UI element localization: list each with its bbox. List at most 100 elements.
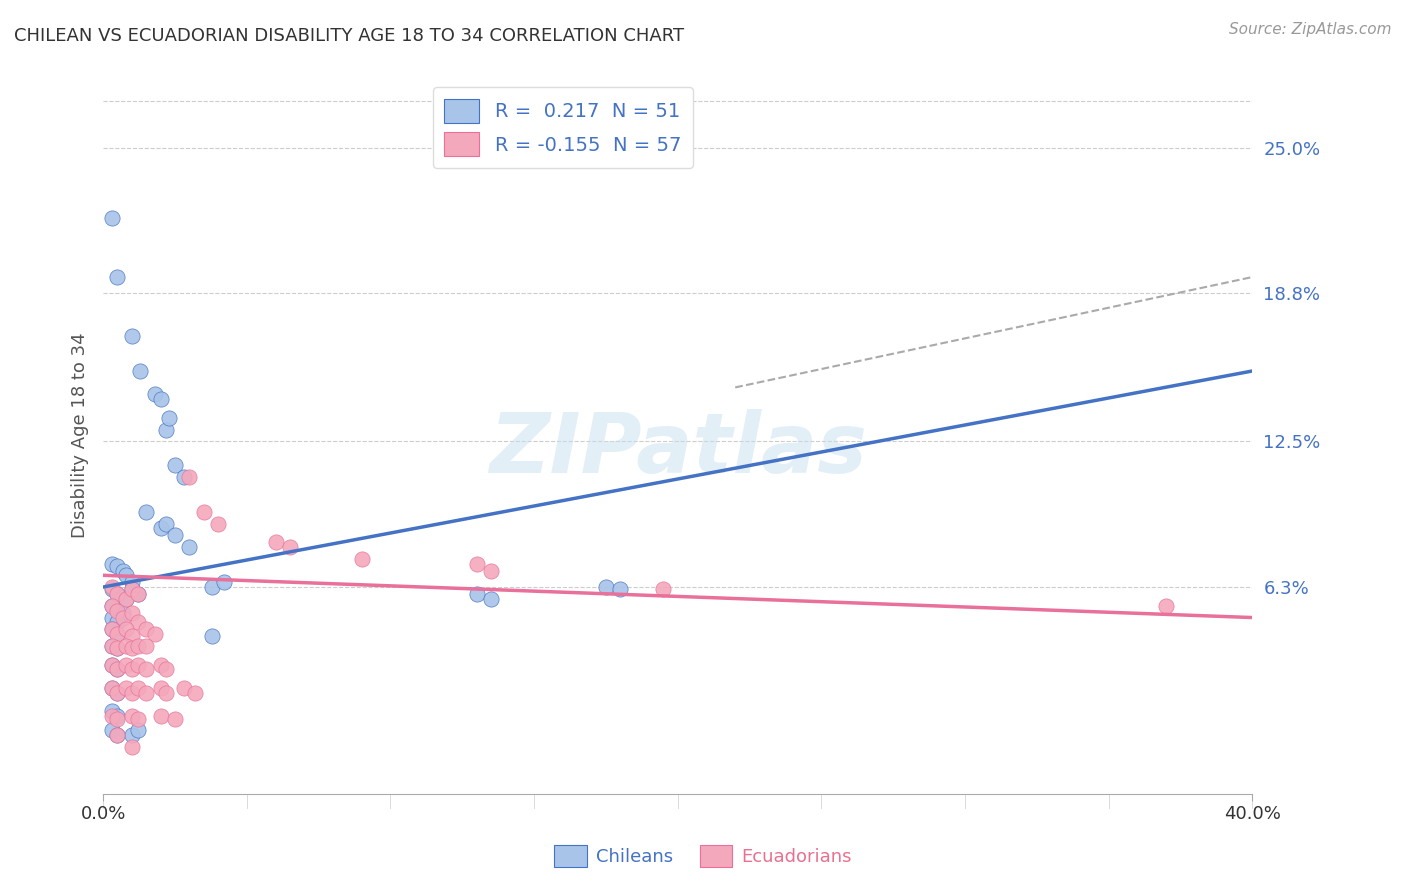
Point [107,641,129,656]
Point [100,657,122,672]
Point [107,587,129,601]
Point [100,622,122,636]
Point [115,681,138,695]
Point [149,709,172,723]
Point [115,591,138,606]
Point [143,387,166,401]
Point [115,568,138,582]
Text: ZIPatlas: ZIPatlas [489,409,866,491]
Point [107,627,129,641]
Point [107,603,129,617]
Point [149,521,172,535]
Point [100,639,122,653]
Point [163,458,186,472]
Point [135,639,157,653]
Point [100,211,122,226]
Point [179,540,201,554]
Point [100,599,122,613]
Point [107,728,129,742]
Point [121,709,143,723]
Point [100,580,122,594]
Point [127,639,149,653]
Text: Source: ZipAtlas.com: Source: ZipAtlas.com [1229,22,1392,37]
Point [100,657,122,672]
Point [112,610,135,624]
Point [121,328,143,343]
Point [127,681,149,695]
Point [121,662,143,676]
Point [107,627,129,641]
Point [100,709,122,723]
Point [107,270,129,285]
Point [609,582,631,597]
Point [173,469,195,483]
Point [115,657,138,672]
Point [157,411,180,425]
Point [107,662,129,676]
Point [127,587,149,601]
Point [100,681,122,695]
Point [155,516,177,531]
Point [100,582,122,597]
Point [107,615,129,630]
Point [212,575,235,590]
Point [173,681,195,695]
Point [149,681,172,695]
Point [121,641,143,656]
Point [479,591,502,606]
Point [201,629,224,643]
Point [127,587,149,601]
Point [1154,599,1177,613]
Point [100,557,122,571]
Point [155,662,177,676]
Point [135,662,157,676]
Point [155,686,177,700]
Point [278,540,301,554]
Point [193,505,215,519]
Point [595,580,617,594]
Point [127,615,149,630]
Point [121,728,143,742]
Point [121,582,143,597]
Point [107,587,129,601]
Point [107,686,129,700]
Point [264,535,287,549]
Point [149,392,172,406]
Point [107,603,129,617]
Point [107,709,129,723]
Point [127,712,149,726]
Point [350,552,373,566]
Point [163,712,186,726]
Legend: Chileans, Ecuadorians: Chileans, Ecuadorians [547,838,859,874]
Point [107,558,129,573]
Point [184,686,207,700]
Point [121,629,143,643]
Point [100,705,122,719]
Point [179,469,201,483]
Point [135,505,157,519]
Point [121,686,143,700]
Point [155,423,177,437]
Y-axis label: Disability Age 18 to 34: Disability Age 18 to 34 [72,333,89,539]
Point [149,657,172,672]
Point [107,712,129,726]
Point [207,516,229,531]
Point [115,591,138,606]
Point [143,627,166,641]
Point [465,557,488,571]
Point [127,723,149,738]
Point [479,564,502,578]
Point [100,610,122,624]
Point [135,622,157,636]
Point [115,622,138,636]
Point [127,657,149,672]
Point [112,606,135,620]
Point [115,639,138,653]
Point [100,622,122,636]
Point [121,575,143,590]
Point [121,582,143,597]
Point [100,599,122,613]
Point [107,686,129,700]
Point [100,681,122,695]
Legend: R =  0.217  N = 51, R = -0.155  N = 57: R = 0.217 N = 51, R = -0.155 N = 57 [433,87,693,168]
